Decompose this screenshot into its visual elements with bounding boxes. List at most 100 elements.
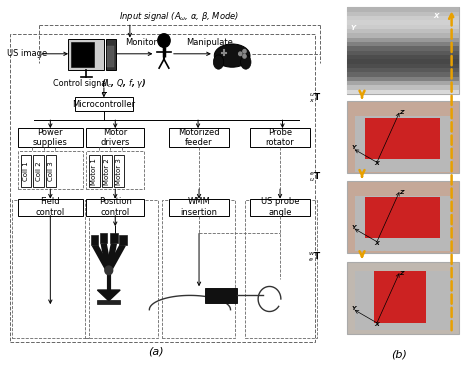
Ellipse shape (214, 44, 250, 67)
Text: Coil 3: Coil 3 (48, 161, 54, 181)
Bar (347, 55, 459, 59)
FancyBboxPatch shape (374, 271, 426, 323)
Circle shape (243, 55, 246, 58)
Circle shape (105, 266, 113, 275)
Text: (b): (b) (392, 349, 407, 359)
FancyBboxPatch shape (169, 199, 229, 215)
Bar (347, 20, 459, 25)
Bar (347, 25, 459, 29)
FancyBboxPatch shape (107, 45, 114, 67)
Polygon shape (98, 290, 120, 301)
FancyBboxPatch shape (98, 300, 120, 304)
FancyBboxPatch shape (114, 155, 124, 187)
Text: US image: US image (8, 49, 48, 58)
Text: Z: Z (399, 271, 404, 276)
Text: ($I_c$, $Q$, $f$, $\gamma$): ($I_c$, $Q$, $f$, $\gamma$) (100, 77, 146, 90)
Text: $^{e}_{u}\mathbf{T}$: $^{e}_{u}\mathbf{T}$ (309, 170, 322, 184)
Text: X: X (374, 161, 379, 166)
Text: Position
control: Position control (99, 197, 132, 217)
FancyBboxPatch shape (347, 262, 459, 334)
FancyBboxPatch shape (110, 233, 118, 243)
FancyBboxPatch shape (18, 128, 83, 147)
Bar (347, 77, 459, 81)
Text: Monitor: Monitor (125, 38, 157, 47)
Text: Y: Y (352, 306, 356, 311)
Text: $^{u}_{x}\mathbf{T}$: $^{u}_{x}\mathbf{T}$ (309, 91, 322, 104)
Ellipse shape (241, 55, 251, 69)
FancyBboxPatch shape (106, 39, 116, 70)
Bar (347, 12, 459, 16)
Text: Power
supplies: Power supplies (33, 128, 68, 147)
Text: US probe
angle: US probe angle (261, 197, 299, 217)
Bar (347, 38, 459, 42)
Bar (347, 64, 459, 68)
Bar (347, 16, 459, 20)
FancyBboxPatch shape (250, 128, 310, 147)
Text: Motor 1: Motor 1 (91, 158, 98, 184)
FancyBboxPatch shape (355, 196, 452, 251)
FancyBboxPatch shape (347, 181, 459, 253)
FancyBboxPatch shape (365, 118, 440, 159)
Text: Y: Y (352, 225, 356, 230)
Text: Input signal ($A_{\omega}$, $\alpha$, $\beta$, $Mode$): Input signal ($A_{\omega}$, $\alpha$, $\… (118, 10, 238, 23)
Text: X: X (374, 322, 379, 327)
Text: Coil 1: Coil 1 (23, 161, 29, 181)
Text: X: X (434, 13, 439, 20)
Text: X: X (374, 241, 379, 246)
Bar (347, 34, 459, 38)
FancyBboxPatch shape (355, 271, 452, 330)
FancyBboxPatch shape (205, 287, 237, 303)
Bar (347, 59, 459, 64)
FancyBboxPatch shape (119, 235, 127, 245)
Text: Motorized
feeder: Motorized feeder (178, 128, 219, 147)
Text: Motor 2: Motor 2 (104, 158, 110, 184)
Bar (347, 90, 459, 94)
Text: Field
control: Field control (36, 197, 65, 217)
Text: Y: Y (352, 145, 356, 151)
FancyBboxPatch shape (347, 7, 459, 94)
Text: $^{w}_{e}\mathbf{T}$: $^{w}_{e}\mathbf{T}$ (308, 251, 322, 264)
FancyBboxPatch shape (21, 155, 31, 187)
FancyBboxPatch shape (18, 199, 83, 215)
FancyBboxPatch shape (46, 155, 56, 187)
FancyBboxPatch shape (169, 128, 229, 147)
FancyBboxPatch shape (365, 197, 440, 238)
Text: Y: Y (350, 24, 355, 31)
Circle shape (238, 52, 242, 56)
FancyBboxPatch shape (86, 128, 145, 147)
FancyBboxPatch shape (355, 116, 452, 172)
Text: Coil 2: Coil 2 (36, 161, 42, 181)
Text: Motor 3: Motor 3 (116, 158, 122, 184)
Bar (347, 7, 459, 12)
Bar (347, 81, 459, 85)
Text: (a): (a) (148, 346, 164, 356)
FancyBboxPatch shape (91, 235, 98, 245)
Bar (347, 86, 459, 90)
Text: Manipulate: Manipulate (186, 38, 233, 47)
FancyBboxPatch shape (68, 39, 104, 70)
Bar (347, 72, 459, 77)
Bar (347, 68, 459, 72)
Bar (347, 29, 459, 34)
Bar (347, 51, 459, 55)
Text: WMM
insertion: WMM insertion (181, 197, 218, 217)
FancyBboxPatch shape (347, 101, 459, 173)
FancyBboxPatch shape (100, 233, 107, 243)
FancyBboxPatch shape (250, 199, 310, 215)
FancyBboxPatch shape (101, 155, 112, 187)
Circle shape (243, 49, 246, 53)
Bar (347, 46, 459, 51)
FancyBboxPatch shape (86, 199, 145, 215)
FancyBboxPatch shape (89, 155, 100, 187)
FancyBboxPatch shape (71, 42, 94, 68)
Text: Control signal: Control signal (54, 79, 109, 88)
FancyBboxPatch shape (75, 97, 133, 111)
FancyBboxPatch shape (34, 155, 44, 187)
Bar (347, 42, 459, 46)
Text: Microcontroller: Microcontroller (73, 100, 136, 109)
Text: Probe
rotator: Probe rotator (265, 128, 294, 147)
Text: Motor
drivers: Motor drivers (100, 128, 130, 147)
Text: Z: Z (399, 110, 404, 115)
Text: Z: Z (399, 190, 404, 195)
Circle shape (158, 34, 170, 47)
